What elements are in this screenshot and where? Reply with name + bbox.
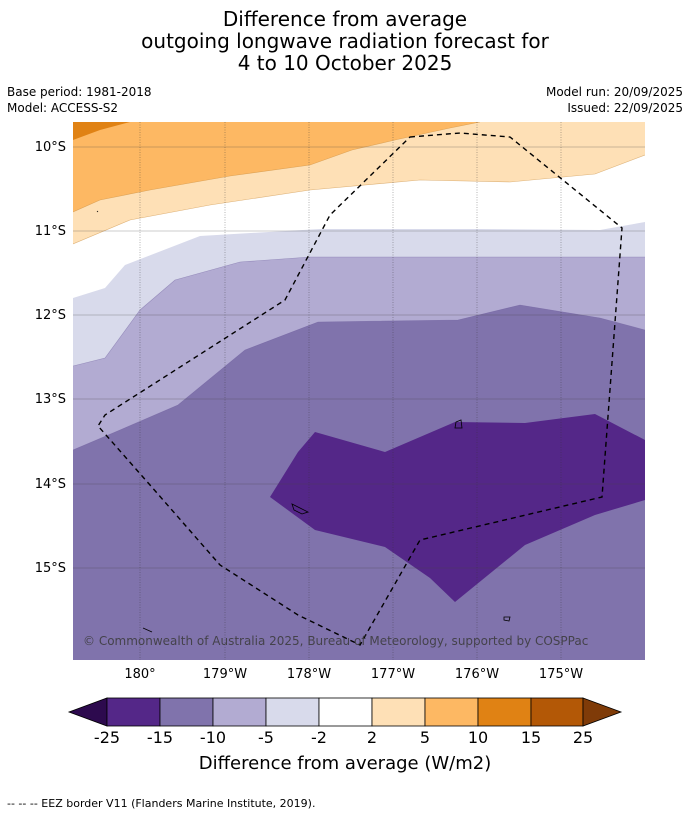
anomaly-band-plus-10 xyxy=(73,122,130,140)
issued-date: Issued: 22/09/2025 xyxy=(567,101,683,115)
colorbar-tick: 5 xyxy=(419,728,431,747)
colorbar-swatch-8 xyxy=(477,697,532,727)
lon-label: 176°W xyxy=(455,667,499,682)
base-period: Base period: 1981-2018 xyxy=(7,85,152,99)
eez-border xyxy=(97,132,623,646)
model-name: Model: ACCESS-S2 xyxy=(7,101,119,115)
colorbar-tick: -10 xyxy=(199,728,227,747)
colorbar-swatch-1 xyxy=(106,697,161,727)
lon-label: 178°W xyxy=(287,667,331,682)
lon-label: 179°W xyxy=(203,667,247,682)
latitude-labels: 10°S 11°S 12°S 13°S 14°S 15°S xyxy=(35,140,66,576)
graticule xyxy=(139,122,562,660)
anomaly-band-plus-5 xyxy=(73,122,480,212)
lat-label: 12°S xyxy=(35,308,66,323)
lat-label: 15°S xyxy=(35,561,66,576)
lon-label: 177°W xyxy=(371,667,415,682)
island-outlines xyxy=(96,210,511,633)
colorbar-tick: 10 xyxy=(467,728,489,747)
colorbar-tick: 2 xyxy=(366,728,378,747)
title-line-1: Difference from average xyxy=(222,7,468,31)
colorbar-swatch-2 xyxy=(159,697,214,727)
anomaly-band-minus-25 xyxy=(270,414,645,602)
eez-legend-note: -- -- -- EEZ border V11 (Flanders Marine… xyxy=(7,797,316,810)
colorbar-swatch-4 xyxy=(265,697,320,727)
colorbar-tick: -2 xyxy=(311,728,327,747)
map-panel: © Commonwealth of Australia 2025, Bureau… xyxy=(73,122,645,660)
model-run: Model run: 20/09/2025 xyxy=(545,85,683,99)
colorbar-tick: -5 xyxy=(258,728,274,747)
colorbar xyxy=(67,697,623,727)
colorbar-swatch-9 xyxy=(530,697,584,727)
lat-label: 13°S xyxy=(35,392,66,407)
lon-label: 175°W xyxy=(539,667,583,682)
longitude-labels: 180° 179°W 178°W 177°W 176°W 175°W xyxy=(124,667,583,682)
colorbar-label: Difference from average (W/m2) xyxy=(198,753,492,774)
colorbar-high-extend xyxy=(582,697,623,727)
colorbar-swatch-3 xyxy=(212,697,267,727)
colorbar-tick: -15 xyxy=(146,728,174,747)
lat-label: 11°S xyxy=(35,224,66,239)
colorbar-swatch-5 xyxy=(318,697,373,727)
title-line-2: outgoing longwave radiation forecast for xyxy=(141,29,549,53)
meta-right: Model run: 20/09/2025 Issued: 22/09/2025 xyxy=(546,84,683,116)
lon-label: 180° xyxy=(124,667,155,682)
colorbar-swatch-7 xyxy=(424,697,479,727)
title-line-3: 4 to 10 October 2025 xyxy=(237,51,453,75)
copyright-notice: © Commonwealth of Australia 2025, Bureau… xyxy=(83,634,588,648)
colorbar-low-extend xyxy=(67,697,108,727)
colorbar-tick: 15 xyxy=(520,728,542,747)
colorbar-tick: 25 xyxy=(572,728,594,747)
colorbar-tick: -25 xyxy=(93,728,121,747)
meta-left: Base period: 1981-2018 Model: ACCESS-S2 xyxy=(7,84,152,116)
lat-label: 14°S xyxy=(35,477,66,492)
colorbar-swatch-6 xyxy=(371,697,426,727)
chart-title: Difference from average outgoing longwav… xyxy=(0,8,690,74)
lat-label: 10°S xyxy=(35,140,66,155)
